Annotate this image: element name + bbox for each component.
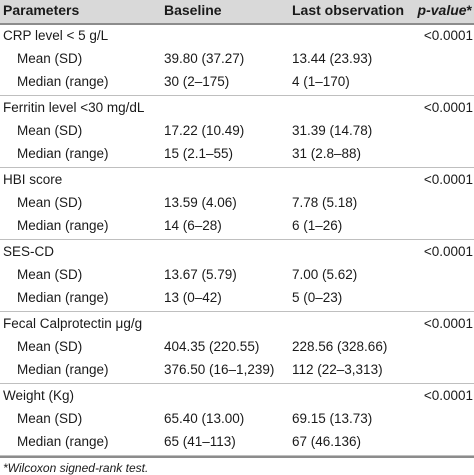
table-row: Mean (SD) 39.80 (37.27) 13.44 (23.93): [0, 48, 474, 72]
table-footnote: *Wilcoxon signed-rank test.: [3, 461, 149, 475]
row-label: Mean (SD): [17, 411, 83, 426]
p-value: <0.0001: [423, 172, 473, 187]
table-row-group: Fecal Calprotectin μg/g <0.0001: [0, 313, 474, 337]
baseline-value: 376.50 (16–1,239): [164, 362, 275, 377]
row-label: Median (range): [17, 74, 109, 89]
group-label: HBI score: [3, 172, 63, 187]
baseline-value: 65 (41–113): [164, 434, 236, 449]
table-row-group: SES-CD <0.0001: [0, 241, 474, 265]
group-divider: [0, 311, 474, 312]
last-observation-value: 67 (46.136): [292, 434, 362, 449]
group-divider: [0, 239, 474, 240]
baseline-value: 13 (0–42): [164, 290, 222, 305]
p-value: <0.0001: [423, 244, 473, 259]
last-observation-value: 7.78 (5.18): [292, 195, 358, 210]
row-label: Median (range): [17, 218, 109, 233]
last-observation-value: 4 (1–170): [292, 74, 350, 89]
table-row: Mean (SD) 13.67 (5.79) 7.00 (5.62): [0, 264, 474, 288]
p-value: <0.0001: [423, 316, 473, 331]
baseline-value: 39.80 (37.27): [164, 51, 245, 66]
baseline-value: 65.40 (13.00): [164, 411, 245, 426]
baseline-value: 15 (2.1–55): [164, 146, 234, 161]
row-label: Median (range): [17, 434, 109, 449]
group-divider: [0, 167, 474, 168]
p-value: <0.0001: [423, 28, 473, 43]
last-observation-value: 112 (22–3,313): [292, 362, 383, 377]
table-row: Median (range) 30 (2–175) 4 (1–170): [0, 71, 474, 95]
p-value: <0.0001: [423, 388, 473, 403]
header-divider: [0, 23, 474, 25]
header-last-observation: Last observation: [292, 2, 405, 18]
table-row-group: Weight (Kg) <0.0001: [0, 385, 474, 409]
row-label: Mean (SD): [17, 123, 83, 138]
row-label: Median (range): [17, 362, 109, 377]
group-label: SES-CD: [3, 244, 55, 259]
header-p-value-mark: *: [466, 2, 472, 18]
row-label: Mean (SD): [17, 51, 83, 66]
p-value: <0.0001: [423, 100, 473, 115]
group-divider: [0, 383, 474, 384]
last-observation-value: 31.39 (14.78): [292, 123, 373, 138]
baseline-value: 13.59 (4.06): [164, 195, 237, 210]
row-label: Mean (SD): [17, 267, 83, 282]
last-observation-value: 228.56 (328.66): [292, 339, 388, 354]
baseline-value: 17.22 (10.49): [164, 123, 245, 138]
baseline-value: 404.35 (220.55): [164, 339, 260, 354]
table-row-group: CRP level < 5 g/L <0.0001: [0, 25, 474, 49]
header-p-value-text: p-value: [417, 2, 467, 18]
last-observation-value: 69.15 (13.73): [292, 411, 373, 426]
table-row-group: Ferritin level <30 mg/dL <0.0001: [0, 97, 474, 121]
last-observation-value: 6 (1–26): [292, 218, 343, 233]
header-baseline: Baseline: [164, 2, 222, 18]
table-bottom-rule: [0, 456, 474, 458]
baseline-value: 13.67 (5.79): [164, 267, 237, 282]
table-row: Median (range) 65 (41–113) 67 (46.136): [0, 431, 474, 455]
row-label: Mean (SD): [17, 339, 83, 354]
header-parameters: Parameters: [3, 2, 80, 18]
group-divider: [0, 95, 474, 96]
baseline-value: 30 (2–175): [164, 74, 230, 89]
baseline-value: 14 (6–28): [164, 218, 222, 233]
group-label: Fecal Calprotectin μg/g: [3, 316, 143, 331]
header-p-value: p-value*: [418, 2, 472, 18]
table-row: Median (range) 13 (0–42) 5 (0–23): [0, 287, 474, 311]
last-observation-value: 13.44 (23.93): [292, 51, 373, 66]
group-divider: [0, 455, 474, 456]
table-row: Mean (SD) 65.40 (13.00) 69.15 (13.73): [0, 408, 474, 432]
table-row: Mean (SD) 404.35 (220.55) 228.56 (328.66): [0, 336, 474, 360]
group-label: Ferritin level <30 mg/dL: [3, 100, 145, 115]
last-observation-value: 31 (2.8–88): [292, 146, 362, 161]
table-row: Median (range) 376.50 (16–1,239) 112 (22–3…: [0, 359, 474, 383]
row-label: Median (range): [17, 146, 109, 161]
group-label: Weight (Kg): [3, 388, 75, 403]
table-row: Mean (SD) 13.59 (4.06) 7.78 (5.18): [0, 192, 474, 216]
row-label: Mean (SD): [17, 195, 83, 210]
last-observation-value: 5 (0–23): [292, 290, 343, 305]
table-row: Mean (SD) 17.22 (10.49) 31.39 (14.78): [0, 120, 474, 144]
row-label: Median (range): [17, 290, 109, 305]
table-row: Median (range) 14 (6–28) 6 (1–26): [0, 215, 474, 239]
table-header: Parameters Baseline Last observation p-v…: [0, 0, 474, 23]
group-label: CRP level < 5 g/L: [3, 28, 109, 43]
table-row-group: HBI score <0.0001: [0, 169, 474, 193]
last-observation-value: 7.00 (5.62): [292, 267, 358, 282]
table-row: Median (range) 15 (2.1–55) 31 (2.8–88): [0, 143, 474, 167]
